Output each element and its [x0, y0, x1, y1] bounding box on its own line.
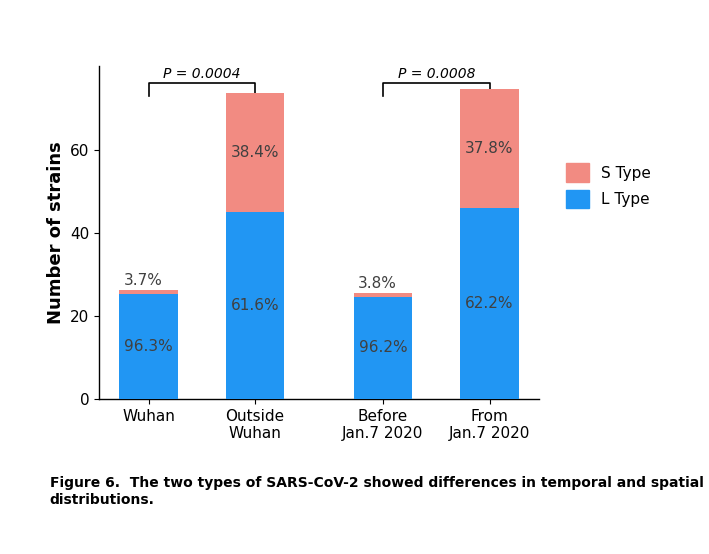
Text: 3.7%: 3.7% — [124, 273, 162, 288]
Bar — [225, 94, 284, 212]
Text: 61.6%: 61.6% — [231, 298, 279, 313]
Legend: S Type, L Type: S Type, L Type — [559, 157, 657, 214]
Bar — [354, 297, 413, 399]
Bar — [354, 293, 413, 297]
Y-axis label: Number of strains: Number of strains — [47, 141, 65, 324]
Text: 96.3%: 96.3% — [124, 339, 173, 354]
Text: P = 0.0008: P = 0.0008 — [398, 67, 475, 81]
Bar — [460, 89, 519, 208]
Bar — [460, 208, 519, 399]
Bar — [225, 212, 284, 399]
Text: 37.8%: 37.8% — [465, 141, 514, 156]
Text: 3.8%: 3.8% — [358, 276, 397, 291]
Text: 38.4%: 38.4% — [231, 145, 279, 160]
Text: Figure 6.  The two types of SARS-CoV-2 showed differences in temporal and spatia: Figure 6. The two types of SARS-CoV-2 sh… — [50, 476, 703, 507]
Text: P = 0.0004: P = 0.0004 — [163, 67, 240, 81]
Text: 96.2%: 96.2% — [359, 341, 407, 356]
Bar — [119, 294, 178, 399]
Bar — [119, 290, 178, 294]
Text: 62.2%: 62.2% — [465, 296, 514, 311]
